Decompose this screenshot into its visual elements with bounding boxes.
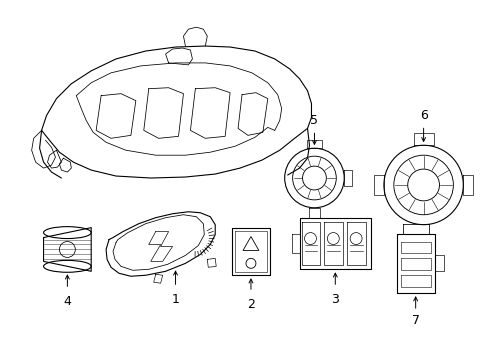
- Text: 5: 5: [310, 114, 318, 127]
- Text: 4: 4: [63, 294, 71, 307]
- Text: 7: 7: [411, 314, 419, 327]
- Text: 3: 3: [331, 293, 339, 306]
- Text: 2: 2: [246, 297, 254, 311]
- Text: 1: 1: [171, 293, 179, 306]
- Text: 6: 6: [419, 109, 427, 122]
